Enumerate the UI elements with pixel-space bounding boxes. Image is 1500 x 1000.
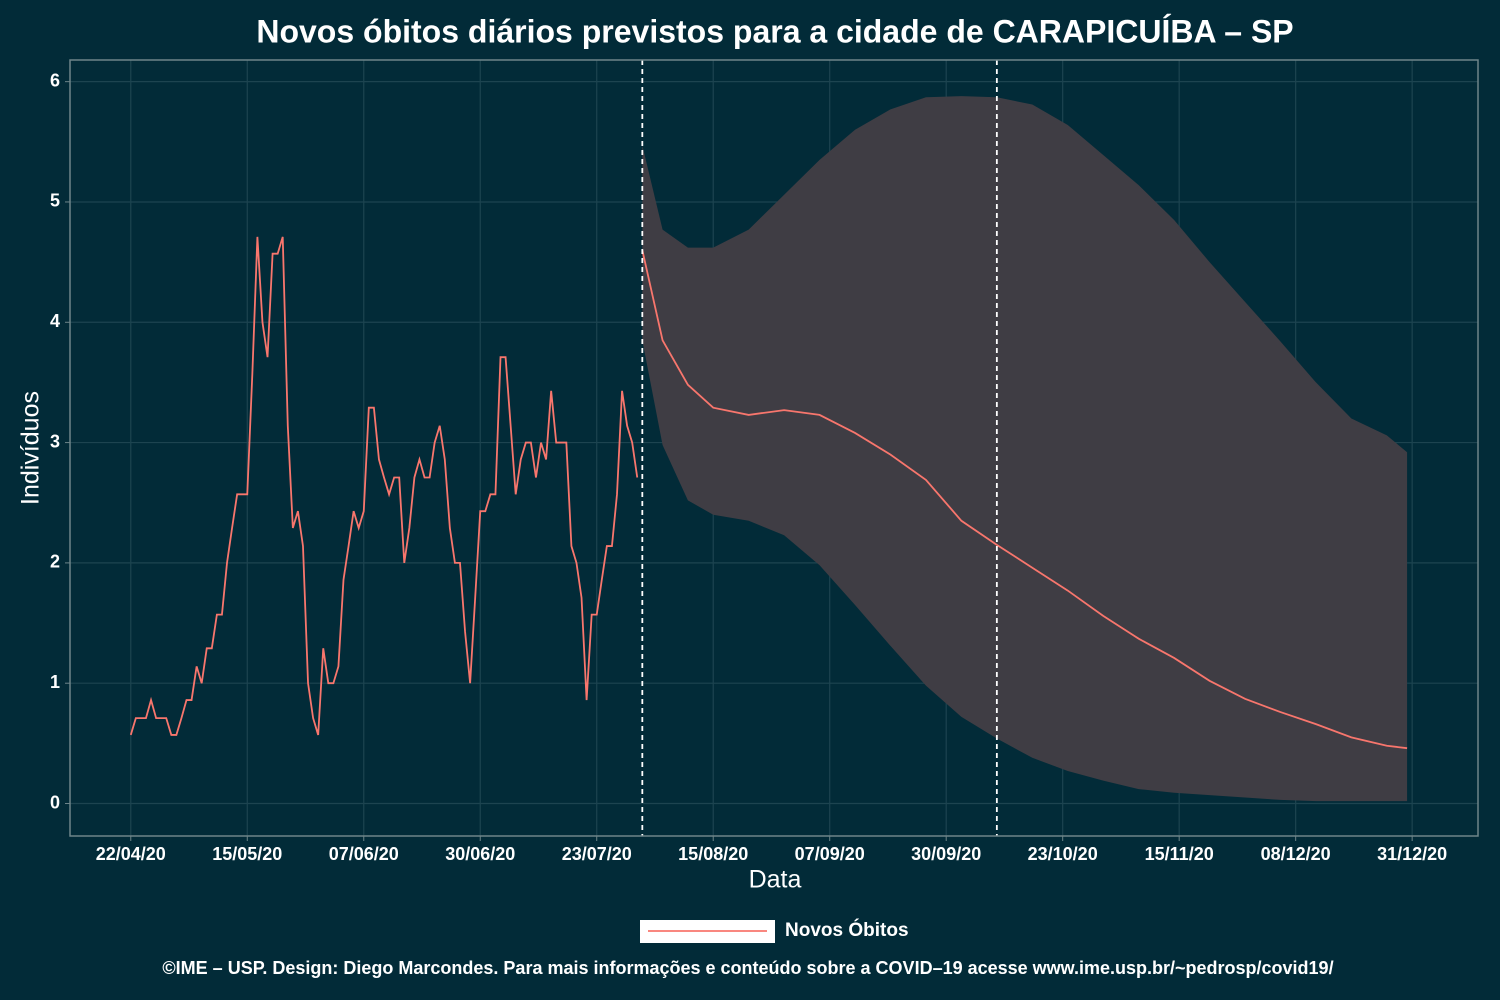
x-tick-label: 30/09/20 [911,844,981,864]
line [641,249,1408,750]
y-tick-label: 0 [50,792,60,812]
x-tick-label: 08/12/20 [1261,844,1331,864]
y-tick-label: 5 [50,191,60,211]
chart-title: Novos óbitos diários previstos para a ci… [256,13,1293,49]
x-axis-title: Data [749,866,802,894]
x-tick-label: 31/12/20 [1377,844,1447,864]
x-tick-label: 30/06/20 [445,844,515,864]
x-tick-label: 22/04/20 [96,844,166,864]
x-tick-label: 15/08/20 [678,844,748,864]
x-tick-label: 07/06/20 [329,844,399,864]
confidence-band [642,96,1408,802]
y-tick-label: 1 [50,672,60,692]
y-tick-label: 3 [50,431,60,451]
y-tick-label: 2 [50,552,60,572]
y-tick-label: 4 [50,311,60,331]
y-axis-title: Indivíduos [17,391,45,505]
x-tick-label: 23/07/20 [562,844,632,864]
x-tick-label: 15/11/20 [1145,844,1214,864]
x-tick-label: 15/05/20 [212,844,282,864]
x-tick-label: 23/10/20 [1028,844,1098,864]
legend-label: Novos Óbitos [785,919,909,941]
x-tick-label: 07/09/20 [795,844,865,864]
caption: ©IME – USP. Design: Diego Marcondes. Par… [162,958,1333,978]
panel-border [69,59,1479,837]
y-tick-label: 6 [50,70,60,90]
line [129,236,639,736]
